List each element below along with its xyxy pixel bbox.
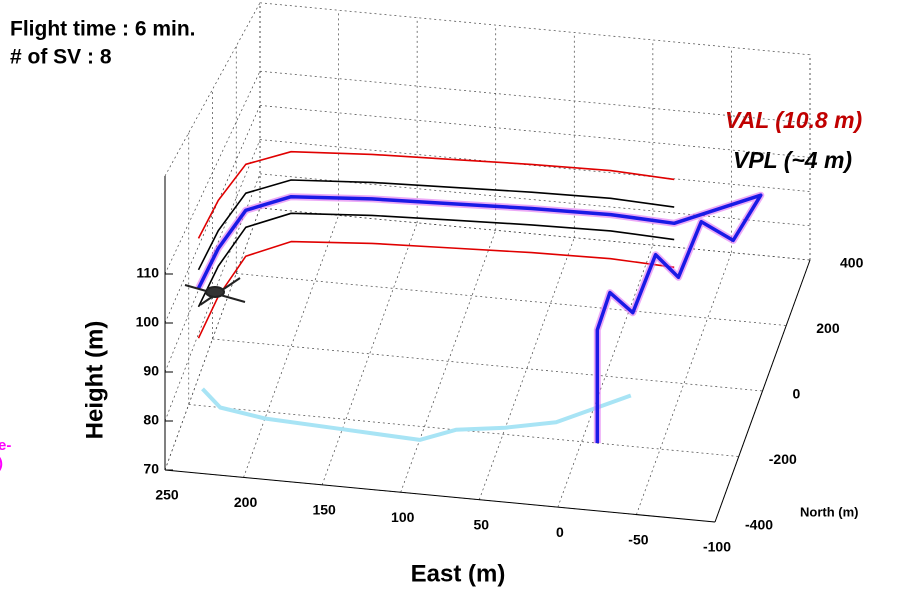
- y-tick-label: 400: [840, 255, 864, 271]
- x-tick-label: 100: [391, 509, 415, 525]
- series-line: [197, 150, 675, 239]
- annotation: VAL (10.8 m): [725, 107, 862, 133]
- drone-icon: [184, 277, 246, 306]
- y-tick-label: 0: [793, 386, 801, 402]
- grid-line: [212, 338, 763, 392]
- series-line: [197, 212, 675, 308]
- grid-line: [164, 71, 261, 275]
- series-line: [197, 179, 675, 271]
- grid-line: [259, 139, 811, 192]
- series-line: [201, 387, 632, 442]
- grid-line: [557, 245, 654, 508]
- grid-line: [259, 173, 811, 227]
- grid-line: [259, 207, 811, 261]
- x-tick-label: 250: [155, 487, 179, 503]
- grid-line: [636, 252, 732, 515]
- z-tick-label: 70: [143, 461, 159, 477]
- grid-line: [236, 273, 787, 326]
- y-axis-label: North (m): [800, 504, 859, 519]
- x-tick-label: 200: [234, 494, 258, 510]
- z-tick-label: 90: [143, 363, 159, 379]
- z-tick-label: 80: [143, 412, 159, 428]
- series-line: [196, 193, 763, 444]
- axis-line: [164, 469, 716, 523]
- z-axis-label: Height (m): [81, 321, 108, 440]
- annotation: Flight time : 6 min.: [10, 18, 196, 41]
- x-axis-label: East (m): [411, 560, 506, 587]
- grid-line: [243, 215, 339, 478]
- grid-line: [478, 237, 575, 500]
- x-tick-label: 0: [556, 524, 564, 540]
- x-tick-label: -100: [703, 539, 731, 555]
- y-tick-label: 200: [816, 320, 840, 336]
- grid-line: [164, 207, 261, 471]
- y-tick-label: -400: [745, 517, 773, 533]
- box-edge: [259, 2, 811, 56]
- trajectory-halo: [195, 191, 765, 444]
- series-line: [197, 240, 675, 339]
- axis-line: [714, 259, 811, 523]
- annotation: VPL (~4 m): [733, 147, 852, 173]
- x-tick-label: -50: [628, 531, 648, 547]
- x-tick-label: 50: [473, 516, 489, 532]
- grid-line: [400, 230, 497, 493]
- annotation: ): [0, 455, 3, 472]
- grid-line: [321, 222, 418, 485]
- annotation: e-: [0, 437, 11, 454]
- z-tick-label: 110: [136, 265, 159, 281]
- y-tick-label: -200: [769, 451, 797, 467]
- annotation: # of SV : 8: [10, 46, 112, 69]
- z-tick-label: 100: [136, 314, 160, 330]
- x-tick-label: 150: [312, 502, 336, 518]
- grid-line: [259, 70, 811, 124]
- grid-line: [259, 105, 811, 158]
